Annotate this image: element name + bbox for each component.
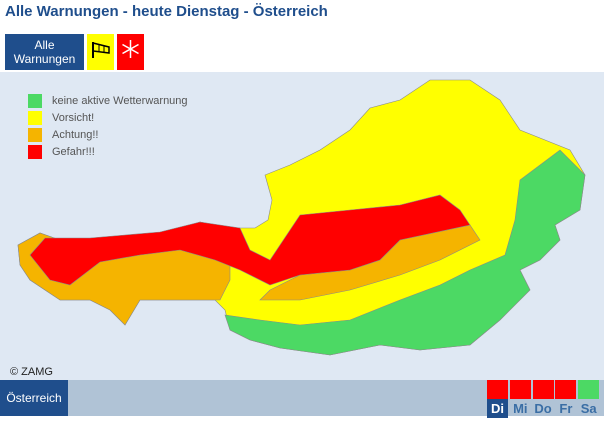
- map: [0, 72, 604, 380]
- title: Alle Warnungen - heute Dienstag - Österr…: [5, 3, 328, 20]
- legend-swatch: [28, 128, 42, 142]
- tab-snow[interactable]: [117, 34, 144, 70]
- legend-label: Achtung!!: [52, 129, 99, 141]
- day-tab[interactable]: Di: [487, 399, 508, 418]
- day-warning-color: [555, 380, 577, 399]
- legend-item: Gefahr!!!: [28, 145, 95, 159]
- legend-label: Gefahr!!!: [52, 146, 95, 158]
- legend-label: Vorsicht!: [52, 112, 95, 124]
- day-warning-color: [532, 380, 554, 399]
- day-tab[interactable]: Fr: [559, 401, 573, 416]
- legend-swatch: [28, 111, 42, 125]
- tab-wind[interactable]: [87, 34, 114, 70]
- wind-icon: [92, 42, 110, 58]
- legend-label: keine aktive Wetterwarnung: [52, 95, 188, 107]
- day-tab[interactable]: Sa: [580, 401, 597, 416]
- legend-item: keine aktive Wetterwarnung: [28, 94, 188, 108]
- day-warning-color: [509, 380, 531, 399]
- snow-icon: [122, 40, 139, 58]
- day-tab[interactable]: Mi: [513, 401, 528, 416]
- day-warning-color: [578, 380, 600, 399]
- day-warning-color: [487, 380, 508, 399]
- tab-all-warnings[interactable]: Alle Warnungen: [5, 34, 84, 70]
- legend-swatch: [28, 94, 42, 108]
- legend-item: Vorsicht!: [28, 111, 94, 125]
- copyright: © ZAMG: [10, 366, 53, 378]
- legend-swatch: [28, 145, 42, 159]
- legend-item: Achtung!!: [28, 128, 98, 142]
- day-tab[interactable]: Do: [534, 401, 552, 416]
- region-button[interactable]: Österreich: [0, 380, 68, 416]
- austria-map[interactable]: [0, 72, 604, 380]
